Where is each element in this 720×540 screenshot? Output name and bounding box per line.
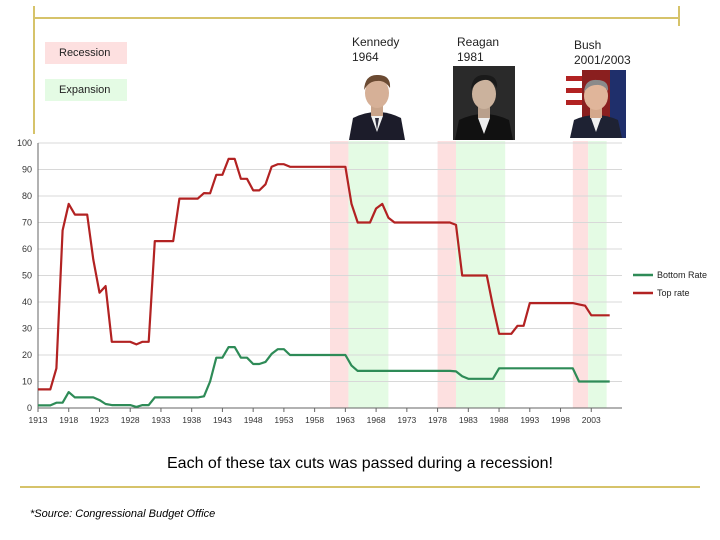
x-tick-label-1938: 1938 — [182, 415, 201, 425]
x-tick-label-1933: 1933 — [151, 415, 170, 425]
x-tick-label-1998: 1998 — [551, 415, 570, 425]
top-rule — [33, 17, 680, 19]
x-tick-label-1973: 1973 — [397, 415, 416, 425]
series-line-bottom-rate — [38, 346, 610, 408]
y-tick-label-80: 80 — [22, 191, 32, 201]
recession-legend-label: Recession — [59, 47, 111, 59]
y-tick-label-10: 10 — [22, 377, 32, 387]
y-tick-label-50: 50 — [22, 271, 32, 281]
x-tick-label-1948: 1948 — [244, 415, 263, 425]
left-rule — [33, 6, 35, 134]
y-tick-label-20: 20 — [22, 350, 32, 360]
y-tick-label-100: 100 — [17, 138, 32, 148]
expansion-band-5 — [588, 141, 607, 408]
reagan-label: Reagan 1981 — [457, 35, 499, 65]
y-tick-label-40: 40 — [22, 297, 32, 307]
series-line-top-rate — [38, 157, 610, 391]
x-tick-label-1988: 1988 — [490, 415, 509, 425]
bush-name: Bush — [574, 38, 602, 52]
y-tick-label-90: 90 — [22, 165, 32, 175]
legend-label-1: Top rate — [657, 288, 690, 298]
x-tick-label-1963: 1963 — [336, 415, 355, 425]
x-tick-label-1958: 1958 — [305, 415, 324, 425]
bottom-rule — [20, 486, 700, 488]
expansion-legend: Expansion — [45, 79, 127, 101]
reagan-name: Reagan — [457, 35, 500, 49]
x-tick-label-1978: 1978 — [428, 415, 447, 425]
bush-label: Bush 2001/2003 — [574, 38, 631, 68]
chart-caption: Each of these tax cuts was passed during… — [167, 455, 553, 472]
x-tick-label-1918: 1918 — [59, 415, 78, 425]
expansion-legend-label: Expansion — [59, 84, 111, 96]
x-tick-label-1953: 1953 — [274, 415, 293, 425]
y-tick-label-70: 70 — [22, 218, 32, 228]
bush-year: 2001/2003 — [574, 53, 631, 67]
y-tick-label-60: 60 — [22, 244, 32, 254]
x-tick-label-1943: 1943 — [213, 415, 232, 425]
y-tick-label-0: 0 — [27, 403, 32, 413]
legend-label-0: Bottom Rate — [657, 270, 707, 280]
recession-band-0 — [330, 141, 349, 408]
x-tick-label-1913: 1913 — [29, 415, 48, 425]
kennedy-name: Kennedy — [352, 35, 400, 49]
x-tick-label-1993: 1993 — [520, 415, 539, 425]
y-tick-label-30: 30 — [22, 324, 32, 334]
tax-rate-chart: 0 10 20 30 40 50 60 70 80 90 100 1913 1918 1923 1928 19… — [17, 138, 707, 425]
recession-band-4 — [572, 141, 589, 408]
recession-band-2 — [437, 141, 457, 408]
x-tick-label-1923: 1923 — [90, 415, 109, 425]
kennedy-label: Kennedy 1964 — [352, 35, 399, 65]
kennedy-year: 1964 — [352, 50, 379, 64]
reagan-portrait-icon — [453, 66, 515, 140]
x-tick-label-1928: 1928 — [121, 415, 140, 425]
bush-portrait-icon — [566, 70, 626, 138]
x-tick-label-1983: 1983 — [459, 415, 478, 425]
expansion-band-1 — [348, 141, 389, 408]
x-tick-label-1968: 1968 — [367, 415, 386, 425]
kennedy-portrait-icon — [347, 66, 407, 140]
source-note: *Source: Congressional Budget Office — [30, 508, 216, 520]
recession-legend: Recession — [45, 42, 127, 64]
right-rule — [678, 6, 680, 26]
x-tick-label-2003: 2003 — [582, 415, 601, 425]
reagan-year: 1981 — [457, 50, 484, 64]
